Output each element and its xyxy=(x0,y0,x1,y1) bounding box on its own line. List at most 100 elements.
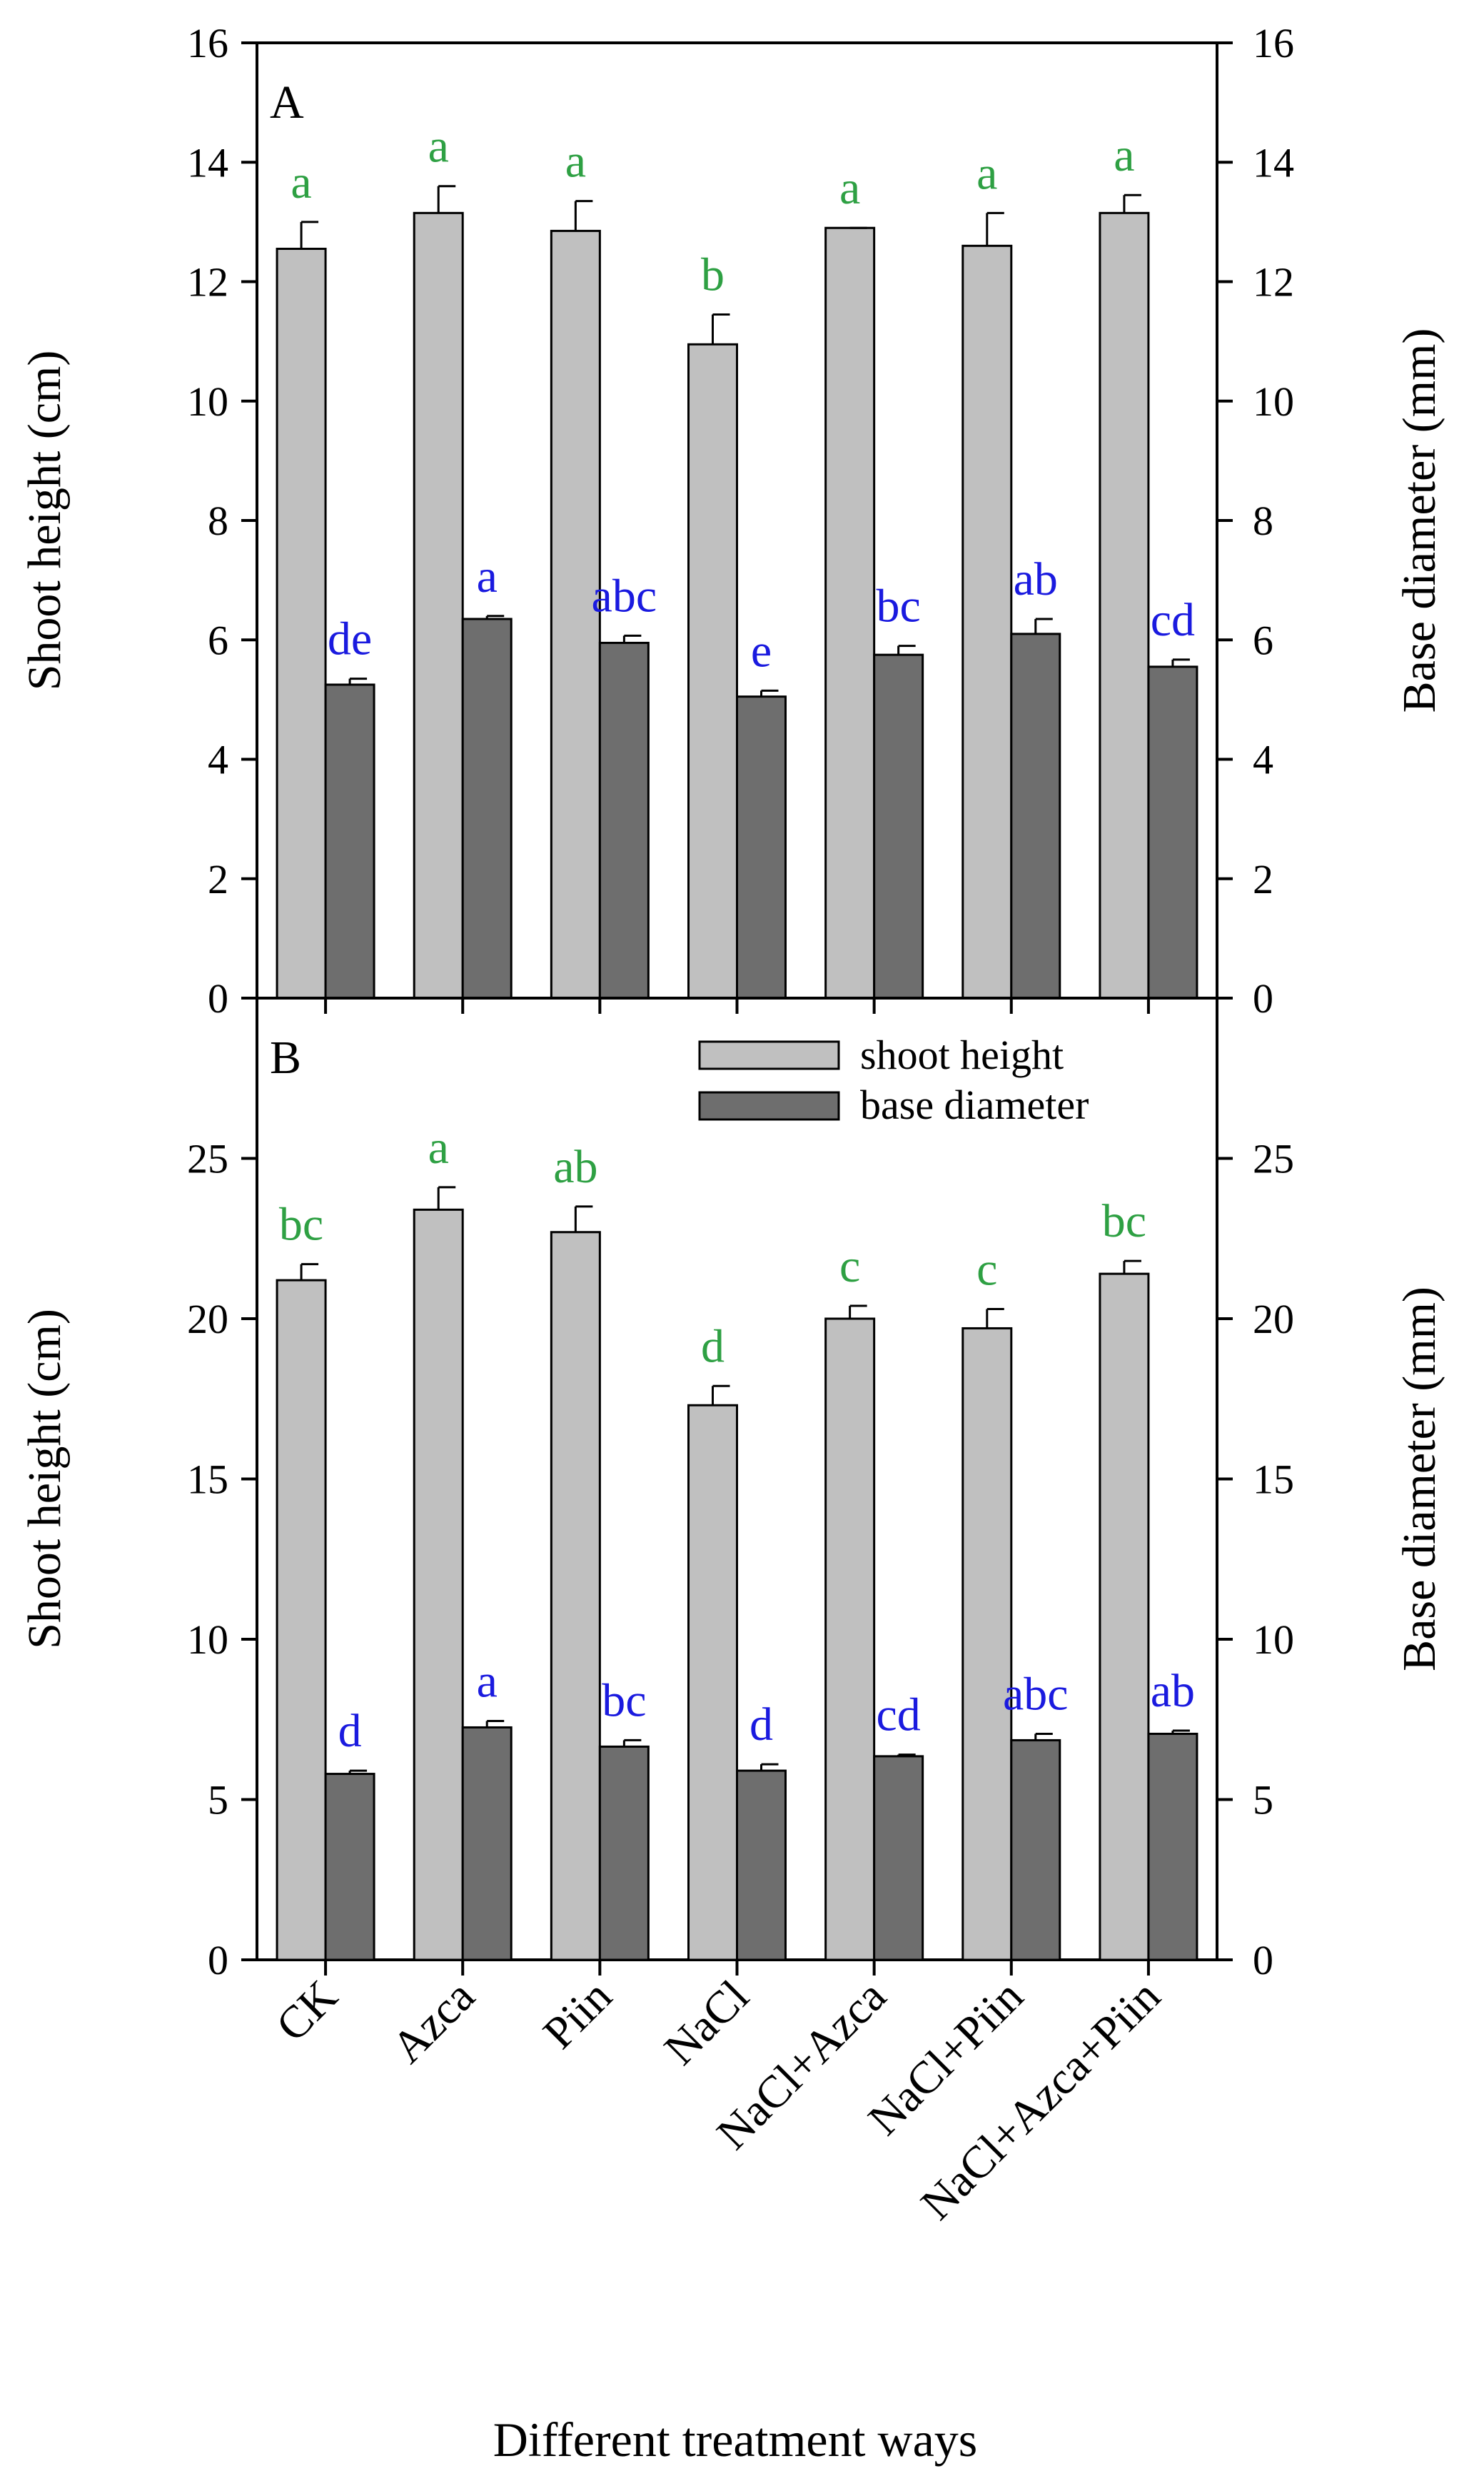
shoot-height-bar xyxy=(961,244,1013,1000)
y-axis-title-left: Shoot height (cm) xyxy=(19,351,71,691)
x-category-label: CK xyxy=(266,1971,347,2051)
legend-label-base-diameter: base diameter xyxy=(860,1082,1089,1128)
sig-letter-base: d xyxy=(338,1705,362,1757)
shoot-height-bar xyxy=(687,343,738,1000)
y-tick-label-right: 0 xyxy=(1253,975,1273,1022)
shoot-height-bar xyxy=(550,1231,601,1961)
base-diameter-bar xyxy=(324,1773,375,1961)
base-diameter-bar xyxy=(1010,1738,1061,1961)
shoot-height-bar xyxy=(276,248,327,1000)
y-tick-label-left: 15 xyxy=(187,1456,228,1503)
y-tick-label-left: 10 xyxy=(187,378,228,425)
y-tick-label-left: 2 xyxy=(208,856,228,902)
y-axis-title-right: Base diameter (mm) xyxy=(1393,1287,1445,1671)
sig-letter-shoot: a xyxy=(565,136,586,188)
y-tick-label-right: 15 xyxy=(1253,1456,1294,1503)
x-axis-title: Different treatment ways xyxy=(493,2412,977,2467)
x-category-label: Piin xyxy=(533,1971,621,2058)
sig-letter-shoot: bc xyxy=(279,1199,323,1251)
sig-letter-shoot: a xyxy=(1114,129,1134,181)
y-tick-label-left: 6 xyxy=(208,617,228,663)
y-tick-label-right: 8 xyxy=(1253,498,1273,544)
sig-letter-base: ab xyxy=(1014,553,1058,605)
y-tick-label-left: 5 xyxy=(208,1777,228,1823)
y-tick-label-left: 20 xyxy=(187,1296,228,1342)
shoot-height-bar xyxy=(413,1208,464,1961)
legend-swatch-base-diameter xyxy=(698,1091,840,1121)
legend-swatch-shoot-height xyxy=(698,1040,840,1070)
sig-letter-shoot: ab xyxy=(553,1141,597,1193)
y-tick-label-left: 25 xyxy=(187,1136,228,1182)
y-tick-label-right: 16 xyxy=(1253,20,1294,66)
sig-letter-base: e xyxy=(751,625,772,677)
sig-letter-shoot: a xyxy=(428,121,449,173)
shoot-height-bar xyxy=(961,1327,1013,1961)
base-diameter-bar xyxy=(598,1745,650,1961)
shoot-height-bar xyxy=(550,229,601,1000)
y-axis-title-left: Shoot height (cm) xyxy=(19,1309,71,1649)
y-tick-label-left: 0 xyxy=(208,975,228,1022)
sig-letter-base: cd xyxy=(876,1689,920,1741)
sig-letter-base: a xyxy=(477,1655,498,1707)
sig-letter-shoot: c xyxy=(839,1240,860,1292)
y-tick-label-left: 16 xyxy=(187,20,228,66)
base-diameter-bar xyxy=(736,695,787,1000)
sig-letter-base: abc xyxy=(592,570,657,622)
y-tick-label-right: 5 xyxy=(1253,1777,1273,1823)
y-tick-label-right: 14 xyxy=(1253,139,1294,186)
sig-letter-base: de xyxy=(328,613,372,665)
panel-b: 0 5 10 15 20 25 0 5 10 15 20 25 Shoot height (cm) Bas… xyxy=(19,997,1445,1983)
y-tick-label-right: 10 xyxy=(1253,378,1294,425)
x-category-label: Azca xyxy=(382,1971,484,2073)
sig-letter-shoot: d xyxy=(701,1320,725,1372)
y-tick-label-left: 8 xyxy=(208,498,228,544)
sig-letter-shoot: a xyxy=(839,162,860,214)
y-tick-label-left: 10 xyxy=(187,1616,228,1663)
sig-letter-shoot: b xyxy=(701,248,725,301)
y-tick-label-right: 4 xyxy=(1253,737,1273,783)
sig-letter-shoot: a xyxy=(428,1122,449,1174)
shoot-height-bar xyxy=(276,1279,327,1961)
base-diameter-bar xyxy=(736,1769,787,1961)
shoot-height-bar xyxy=(1099,1272,1150,1961)
y-axis-title-right: Base diameter (mm) xyxy=(1393,328,1445,713)
base-diameter-bar xyxy=(1147,665,1198,1000)
sig-letter-base: ab xyxy=(1151,1665,1195,1717)
y-tick-label-left: 12 xyxy=(187,259,228,306)
panel-a: 0 2 4 6 8 10 12 14 16 0 2 4 6 8 10 12 14 16 Shoot height (… xyxy=(19,20,1445,1022)
y-tick-label-right: 12 xyxy=(1253,259,1294,306)
sig-letter-base: d xyxy=(749,1699,773,1751)
base-diameter-bar xyxy=(873,1755,924,1961)
legend-label-shoot-height: shoot height xyxy=(860,1032,1064,1078)
base-diameter-bar xyxy=(461,618,513,1000)
base-diameter-bar xyxy=(598,641,650,1000)
base-diameter-bar xyxy=(324,683,375,1000)
sig-letter-shoot: a xyxy=(976,147,997,199)
y-tick-label-left: 14 xyxy=(187,139,228,186)
sig-letter-shoot: bc xyxy=(1102,1195,1146,1247)
y-tick-label-right: 10 xyxy=(1253,1616,1294,1663)
base-diameter-bar xyxy=(461,1726,513,1961)
y-tick-label-right: 2 xyxy=(1253,856,1273,902)
x-category-label: NaCl+Azca+Piin xyxy=(911,1971,1170,2230)
x-category-label: NaCl xyxy=(655,1971,759,2075)
sig-letter-shoot: a xyxy=(291,156,311,208)
shoot-height-bar xyxy=(413,211,464,1000)
y-tick-label-left: 0 xyxy=(208,1937,228,1983)
sig-letter-shoot: c xyxy=(976,1244,997,1296)
shoot-height-bar xyxy=(687,1404,738,1961)
y-tick-label-right: 25 xyxy=(1253,1136,1294,1182)
sig-letter-base: bc xyxy=(876,580,920,633)
panel-label: A xyxy=(270,76,304,129)
base-diameter-bar xyxy=(1010,633,1061,1000)
y-tick-label-right: 0 xyxy=(1253,1937,1273,1983)
y-tick-label-right: 20 xyxy=(1253,1296,1294,1342)
base-diameter-bar xyxy=(1147,1732,1198,1961)
y-tick-label-right: 6 xyxy=(1253,617,1273,663)
shoot-height-bar xyxy=(1099,211,1150,1000)
sig-letter-base: a xyxy=(477,550,498,603)
y-tick-label-left: 4 xyxy=(208,737,228,783)
sig-letter-base: cd xyxy=(1151,594,1195,646)
